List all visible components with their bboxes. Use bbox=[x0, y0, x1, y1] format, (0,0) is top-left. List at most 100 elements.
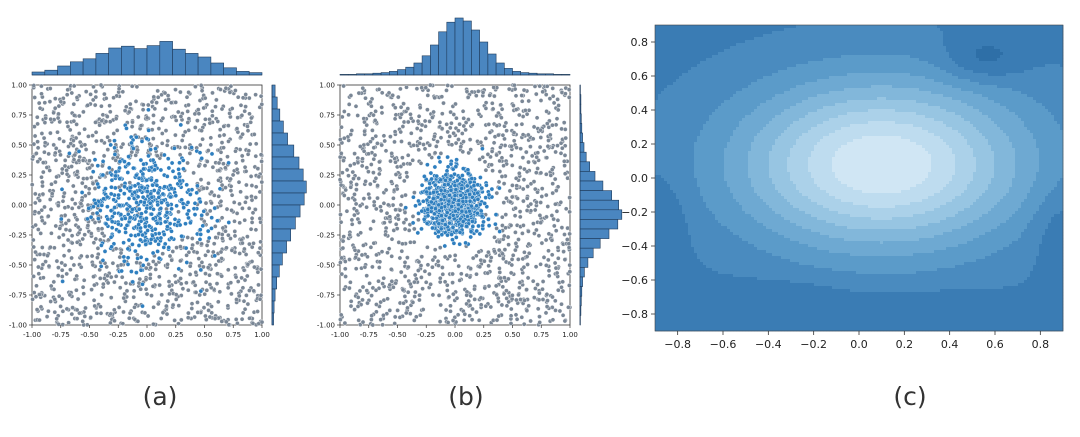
contour-cell bbox=[769, 31, 773, 35]
scatter-point-outer bbox=[376, 87, 382, 92]
contour-cell bbox=[1048, 43, 1052, 47]
scatter-point-outer bbox=[247, 141, 253, 147]
scatter-point-outer bbox=[437, 245, 443, 250]
scatter-point-outer bbox=[546, 268, 552, 274]
contour-cell bbox=[916, 37, 920, 41]
y-tick-label: 1.00 bbox=[319, 82, 335, 90]
hist-bar-x bbox=[210, 62, 224, 76]
scatter-point-outer bbox=[144, 291, 150, 297]
contour-cell bbox=[1039, 25, 1043, 29]
scatter-point-inner bbox=[138, 254, 144, 260]
scatter-point-inner bbox=[467, 179, 473, 185]
contour-cell bbox=[901, 37, 905, 41]
contour-cell bbox=[772, 34, 776, 38]
scatter-point-outer bbox=[59, 267, 65, 273]
contour-cell bbox=[898, 40, 902, 44]
contour-cell bbox=[946, 37, 950, 41]
scatter-point-outer bbox=[117, 285, 123, 291]
scatter-point-inner bbox=[95, 163, 101, 168]
scatter-point-outer bbox=[544, 214, 549, 220]
scatter-point-outer bbox=[461, 317, 467, 323]
scatter-point-inner bbox=[102, 249, 108, 254]
contour-cell bbox=[931, 40, 935, 44]
contour-cell bbox=[697, 37, 701, 41]
contour-cell bbox=[985, 43, 989, 47]
scatter-point-outer bbox=[159, 131, 165, 136]
contour-cell bbox=[838, 34, 842, 38]
contour-cell bbox=[964, 25, 968, 29]
scatter-point-outer bbox=[39, 131, 45, 136]
scatter-point-outer bbox=[81, 109, 86, 115]
scatter-point-inner bbox=[158, 167, 164, 173]
scatter-point-outer bbox=[108, 109, 113, 115]
scatter-point-inner bbox=[433, 206, 438, 211]
contour-cell bbox=[835, 25, 839, 29]
scatter-point-inner bbox=[479, 213, 485, 219]
contour-cell bbox=[712, 25, 716, 29]
contour-cell bbox=[928, 25, 932, 29]
scatter-point-inner bbox=[447, 220, 452, 226]
scatter-point-outer bbox=[509, 257, 515, 262]
contour-cell bbox=[808, 34, 812, 38]
scatter-point-outer bbox=[232, 218, 237, 224]
scatter-point-outer bbox=[432, 95, 437, 101]
scatter-point-outer bbox=[482, 285, 488, 291]
contour-cell bbox=[856, 25, 860, 29]
scatter-point-inner bbox=[125, 262, 131, 267]
contour-cell bbox=[853, 40, 857, 44]
scatter-point-outer bbox=[413, 289, 418, 295]
scatter-point-outer bbox=[80, 284, 86, 290]
scatter-point-outer bbox=[60, 308, 66, 314]
scatter-point-outer bbox=[395, 94, 401, 100]
scatter-point-outer bbox=[398, 202, 404, 208]
contour-cell bbox=[796, 40, 800, 44]
scatter-point-outer bbox=[338, 317, 343, 322]
scatter-point-outer bbox=[439, 126, 445, 131]
contour-cell bbox=[700, 31, 704, 35]
scatter-point-outer bbox=[55, 129, 60, 135]
scatter-point-inner bbox=[459, 208, 465, 214]
contour-cell bbox=[904, 37, 908, 41]
scatter-point-outer bbox=[187, 272, 193, 277]
contour-cell bbox=[757, 34, 761, 38]
scatter-point-outer bbox=[554, 116, 560, 121]
scatter-point-outer bbox=[253, 184, 259, 190]
contour-cell bbox=[688, 46, 692, 50]
scatter-point-inner bbox=[199, 156, 204, 161]
scatter-point-outer bbox=[46, 308, 51, 314]
scatter-point-outer bbox=[445, 320, 451, 325]
y-tick-label: -1.00 bbox=[9, 322, 27, 330]
contour-cell bbox=[790, 34, 794, 38]
scatter-point-inner bbox=[465, 171, 471, 176]
scatter-point-outer bbox=[433, 144, 439, 149]
scatter-point-outer bbox=[524, 308, 530, 313]
contour-cell bbox=[1057, 34, 1061, 38]
scatter-point-outer bbox=[538, 261, 543, 267]
scatter-point-outer bbox=[131, 294, 136, 300]
scatter-point-outer bbox=[38, 304, 44, 310]
scatter-point-outer bbox=[563, 135, 569, 141]
scatter-point-inner bbox=[169, 185, 174, 191]
scatter-point-outer bbox=[205, 148, 211, 153]
scatter-point-outer bbox=[508, 321, 514, 326]
contour-cell bbox=[856, 28, 860, 32]
contour-cell bbox=[754, 25, 758, 29]
scatter-point-inner bbox=[98, 208, 103, 213]
contour-cell bbox=[829, 40, 833, 44]
contour-cell bbox=[979, 37, 983, 41]
contour-cell bbox=[850, 28, 854, 32]
x-tick-label: 0.75 bbox=[225, 331, 241, 339]
scatter-point-outer bbox=[246, 205, 252, 211]
scatter-point-outer bbox=[472, 286, 477, 292]
contour-cell bbox=[763, 43, 767, 47]
scatter-point-outer bbox=[53, 179, 58, 185]
scatter-point-outer bbox=[40, 218, 45, 223]
scatter-point-inner bbox=[151, 206, 156, 212]
contour-cell bbox=[1018, 34, 1022, 38]
scatter-point-outer bbox=[539, 186, 545, 191]
scatter-point-outer bbox=[499, 302, 505, 308]
contour-cell bbox=[700, 43, 704, 47]
contour-cell bbox=[895, 28, 899, 32]
scatter-point-inner bbox=[143, 242, 149, 247]
scatter-point-inner bbox=[184, 211, 190, 217]
